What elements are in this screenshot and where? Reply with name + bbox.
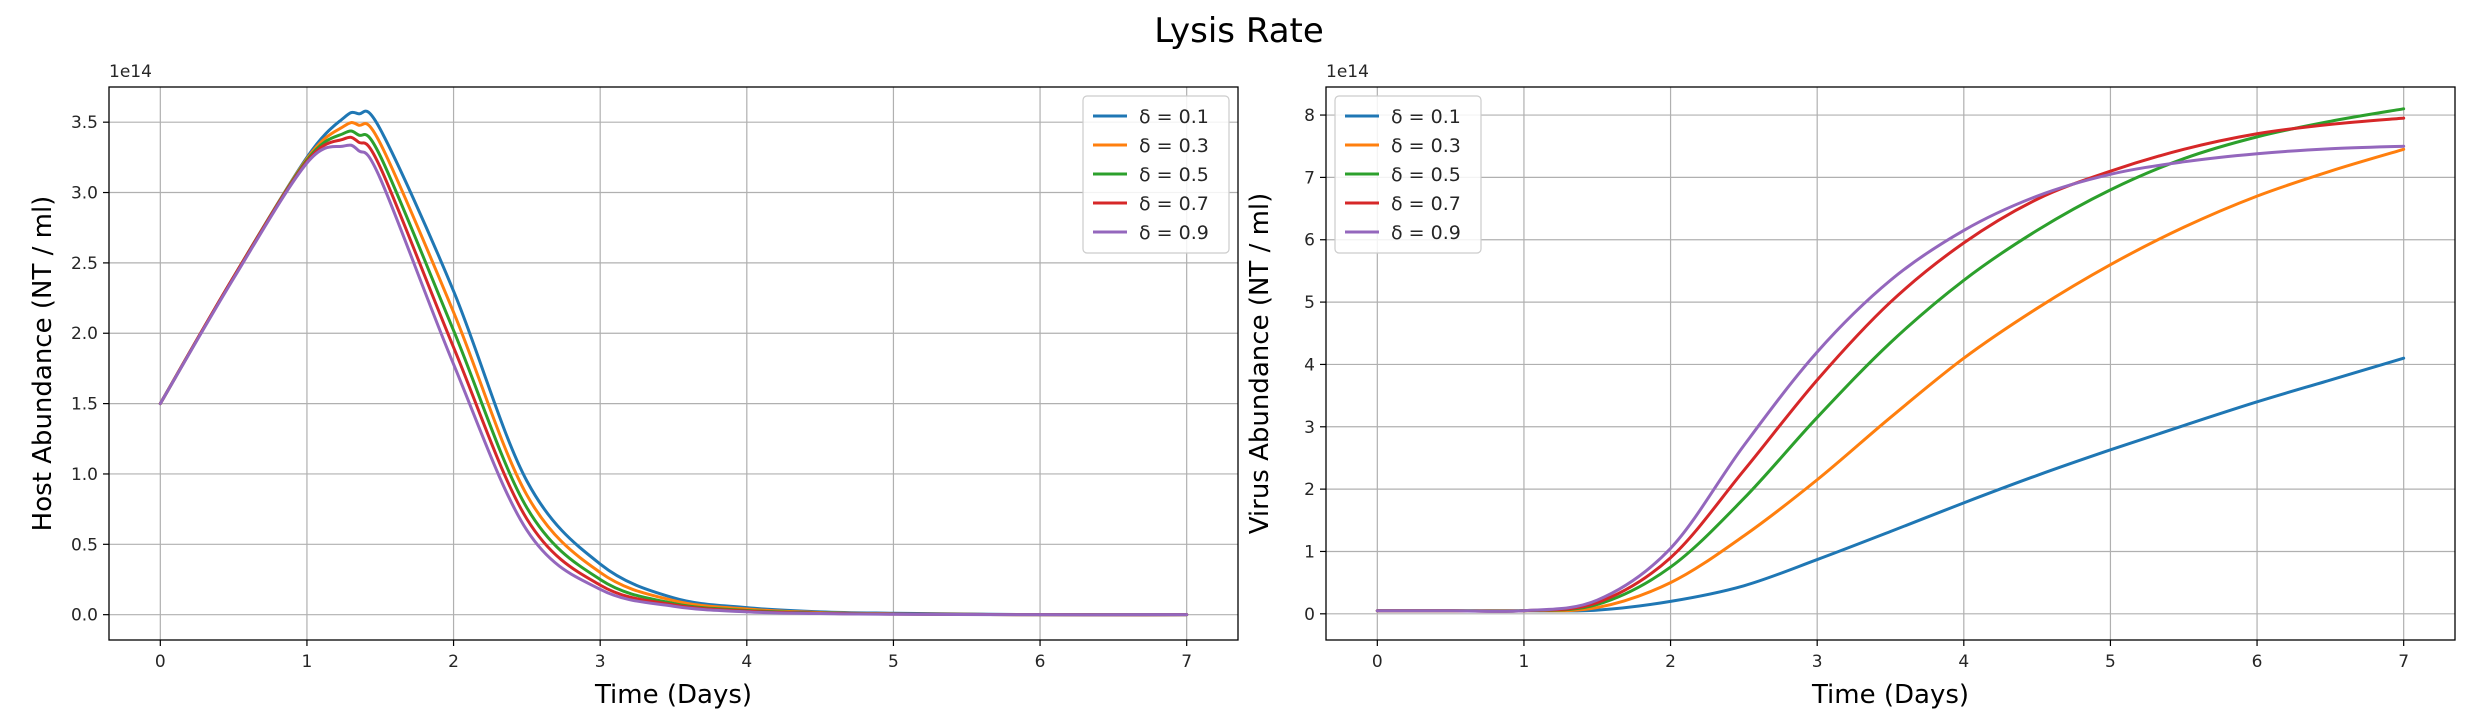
y-tick-label: 3.0 bbox=[71, 184, 98, 204]
x-tick-label: 5 bbox=[888, 652, 899, 672]
x-axis: 0 1 2 3 4 5 6 7 bbox=[155, 640, 1192, 672]
x-tick-label: 2 bbox=[448, 652, 459, 672]
x-tick-label: 3 bbox=[595, 652, 606, 672]
x-tick-label: 1 bbox=[1519, 652, 1530, 672]
series-lines bbox=[1375, 107, 2406, 613]
y-tick-label: 8 bbox=[1304, 106, 1315, 126]
series-line-0-5 bbox=[158, 129, 1189, 617]
y-tick-label: 3 bbox=[1304, 418, 1315, 438]
legend-label-0-1: δ = 0.1 bbox=[1391, 106, 1461, 128]
x-tick-label: 4 bbox=[1958, 652, 1969, 672]
y-axis: 0 1 2 3 4 5 6 7 8 bbox=[1304, 106, 1326, 625]
y-offset-label: 1e14 bbox=[1326, 62, 1369, 82]
legend-box bbox=[1334, 95, 1482, 254]
y-offset-label: 1e14 bbox=[109, 62, 152, 82]
x-tick-label: 7 bbox=[2398, 652, 2409, 672]
x-tick-label: 7 bbox=[1181, 652, 1192, 672]
y-tick-label: 3.5 bbox=[71, 113, 98, 133]
series-line-0-3 bbox=[1375, 147, 2406, 613]
x-tick-label: 1 bbox=[302, 652, 313, 672]
figure-title: Lysis Rate bbox=[1154, 11, 1324, 51]
y-axis-label: Host Abundance (NT / ml) bbox=[28, 196, 58, 532]
legend-label-0-5: δ = 0.5 bbox=[1139, 164, 1209, 186]
x-axis-label: Time (Days) bbox=[1811, 680, 1969, 710]
series-lines bbox=[158, 109, 1189, 617]
legend-box bbox=[1082, 95, 1230, 254]
virus-abundance-subplot: 0 1 2 3 4 5 6 7 0 1 2 3 4 5 6 7 8 1e14 Time (Days) Virus Ab… bbox=[1245, 62, 2456, 710]
y-tick-label: 2 bbox=[1304, 480, 1315, 500]
series-line-0-3 bbox=[158, 121, 1189, 617]
y-tick-label: 4 bbox=[1304, 355, 1315, 375]
y-tick-label: 0 bbox=[1304, 605, 1315, 625]
x-tick-label: 0 bbox=[1372, 652, 1383, 672]
series-line-0-9 bbox=[158, 143, 1189, 617]
axes-frame bbox=[108, 86, 1239, 641]
y-axis: 0.0 0.5 1.0 1.5 2.0 2.5 3.0 3.5 bbox=[71, 113, 109, 626]
y-tick-label: 1.0 bbox=[71, 465, 98, 485]
legend-label-0-7: δ = 0.7 bbox=[1139, 193, 1209, 215]
grid bbox=[109, 87, 1238, 640]
x-tick-label: 0 bbox=[155, 652, 166, 672]
axes-frame bbox=[1325, 86, 2456, 641]
x-tick-label: 6 bbox=[1035, 652, 1046, 672]
y-tick-label: 1 bbox=[1304, 542, 1315, 562]
series-line-0-1 bbox=[1375, 356, 2406, 613]
x-tick-label: 5 bbox=[2105, 652, 2116, 672]
legend-label-0-7: δ = 0.7 bbox=[1391, 193, 1461, 215]
y-tick-label: 6 bbox=[1304, 231, 1315, 251]
legend-label-0-3: δ = 0.3 bbox=[1139, 135, 1209, 157]
legend-label-0-3: δ = 0.3 bbox=[1391, 135, 1461, 157]
series-line-0-9 bbox=[1375, 144, 2406, 613]
x-tick-label: 6 bbox=[2252, 652, 2263, 672]
legend: δ = 0.1 δ = 0.3 δ = 0.5 δ = 0.7 δ = 0.9 bbox=[1334, 95, 1482, 254]
legend-label-0-1: δ = 0.1 bbox=[1139, 106, 1209, 128]
y-tick-label: 2.5 bbox=[71, 254, 98, 274]
x-tick-label: 4 bbox=[741, 652, 752, 672]
y-tick-label: 0.5 bbox=[71, 535, 98, 555]
y-tick-label: 5 bbox=[1304, 293, 1315, 313]
legend-label-0-9: δ = 0.9 bbox=[1139, 222, 1209, 244]
y-tick-label: 0.0 bbox=[71, 606, 98, 626]
x-tick-label: 2 bbox=[1665, 652, 1676, 672]
y-tick-label: 1.5 bbox=[71, 395, 98, 415]
legend-label-0-9: δ = 0.9 bbox=[1391, 222, 1461, 244]
x-axis: 0 1 2 3 4 5 6 7 bbox=[1372, 640, 2409, 672]
series-line-0-7 bbox=[158, 135, 1189, 617]
x-axis-label: Time (Days) bbox=[594, 680, 752, 710]
y-axis-label: Virus Abundance (NT / ml) bbox=[1245, 193, 1275, 535]
x-tick-label: 3 bbox=[1812, 652, 1823, 672]
y-tick-label: 2.0 bbox=[71, 324, 98, 344]
series-line-0-1 bbox=[158, 109, 1189, 617]
series-line-0-5 bbox=[1375, 107, 2406, 613]
legend-label-0-5: δ = 0.5 bbox=[1391, 164, 1461, 186]
y-tick-label: 7 bbox=[1304, 168, 1315, 188]
grid bbox=[1326, 87, 2455, 640]
legend: δ = 0.1 δ = 0.3 δ = 0.5 δ = 0.7 δ = 0.9 bbox=[1082, 95, 1230, 254]
host-abundance-subplot: 0 1 2 3 4 5 6 7 0.0 0.5 1.0 1.5 2.0 2.5 3.0 3.5 1e14 Time… bbox=[28, 62, 1239, 710]
